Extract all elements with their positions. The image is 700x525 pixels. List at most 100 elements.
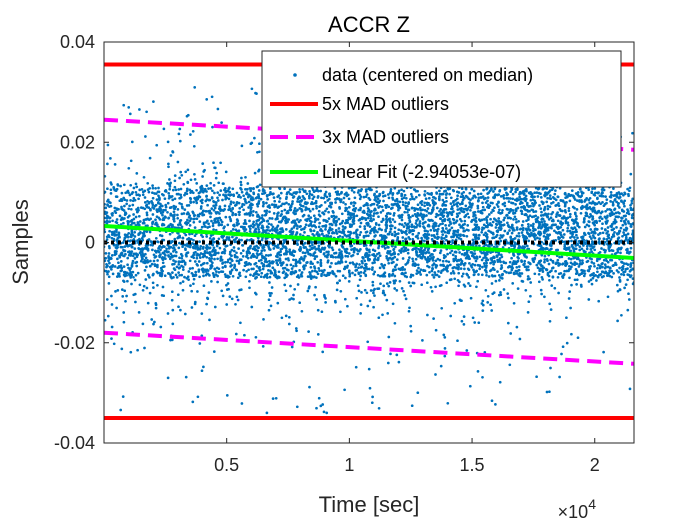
data-point	[151, 196, 155, 200]
data-point	[551, 275, 555, 279]
data-point	[413, 212, 417, 216]
data-point	[384, 203, 387, 207]
data-point	[366, 255, 370, 258]
data-point	[463, 229, 467, 233]
data-point	[557, 237, 561, 241]
data-point	[623, 270, 627, 273]
data-point	[344, 254, 348, 258]
data-point	[522, 206, 526, 210]
data-point	[596, 257, 599, 261]
data-point	[246, 248, 250, 251]
data-point	[346, 264, 349, 268]
data-point	[538, 223, 542, 226]
data-point	[602, 237, 606, 241]
data-point	[340, 231, 343, 234]
data-point	[209, 259, 212, 263]
data-point	[410, 206, 414, 210]
data-point	[122, 311, 126, 314]
data-point	[231, 274, 235, 278]
data-point	[604, 270, 608, 274]
data-point	[456, 258, 460, 262]
data-point	[385, 256, 389, 260]
data-point	[416, 213, 419, 216]
data-point	[559, 231, 562, 234]
data-point	[617, 236, 621, 240]
data-point	[371, 280, 375, 284]
data-point	[471, 316, 475, 320]
data-point	[461, 223, 465, 227]
data-point	[177, 263, 181, 266]
data-point	[178, 236, 182, 239]
data-point	[414, 257, 418, 261]
data-point	[273, 229, 277, 233]
data-point	[542, 213, 545, 217]
data-point	[434, 328, 438, 332]
data-point	[281, 202, 284, 206]
data-point	[597, 210, 600, 213]
data-point	[626, 210, 630, 213]
data-point	[392, 214, 396, 217]
data-point	[214, 203, 218, 207]
data-point	[454, 229, 457, 233]
data-point	[394, 245, 397, 249]
data-point	[208, 318, 211, 322]
data-point	[187, 270, 191, 273]
data-point	[283, 215, 287, 219]
data-point	[181, 268, 185, 271]
data-point	[160, 192, 164, 196]
data-point	[426, 313, 429, 317]
data-point	[445, 199, 448, 203]
data-point	[531, 202, 535, 205]
data-point	[430, 237, 434, 241]
data-point	[606, 260, 610, 264]
data-point	[444, 224, 447, 227]
data-point	[335, 281, 339, 285]
data-point	[279, 253, 283, 257]
data-point	[136, 210, 139, 214]
data-point	[141, 257, 144, 260]
data-point	[308, 244, 312, 248]
data-point	[309, 277, 313, 280]
data-point	[486, 223, 490, 227]
data-point	[588, 201, 592, 205]
data-point	[369, 243, 372, 247]
data-point	[580, 200, 584, 204]
data-point	[525, 201, 529, 205]
data-point	[432, 222, 436, 226]
data-point	[590, 261, 594, 264]
data-point	[232, 249, 236, 253]
data-point	[343, 226, 347, 230]
data-point	[491, 201, 494, 205]
data-point	[546, 196, 549, 200]
data-point	[117, 231, 121, 235]
data-point	[126, 263, 129, 267]
data-point	[603, 263, 607, 266]
data-point	[454, 257, 458, 260]
data-point	[467, 215, 471, 219]
data-point	[331, 248, 335, 252]
data-point	[211, 250, 214, 253]
data-point	[201, 175, 204, 178]
data-point	[491, 274, 495, 278]
data-point	[441, 192, 445, 196]
data-point	[141, 322, 145, 326]
data-point	[244, 175, 247, 179]
data-point	[385, 220, 388, 224]
data-point	[401, 236, 405, 239]
data-point	[255, 252, 259, 255]
data-point	[301, 214, 305, 218]
data-point	[221, 198, 224, 202]
data-point	[304, 254, 307, 258]
data-point	[373, 198, 377, 202]
data-point	[211, 222, 215, 225]
data-point	[301, 227, 305, 231]
data-point	[502, 288, 506, 291]
data-point	[129, 159, 133, 163]
data-point	[205, 302, 208, 306]
data-point	[363, 288, 367, 292]
data-point	[377, 244, 381, 248]
data-point	[328, 265, 332, 269]
data-point	[415, 215, 419, 219]
data-point	[629, 224, 633, 228]
data-point	[491, 266, 495, 270]
